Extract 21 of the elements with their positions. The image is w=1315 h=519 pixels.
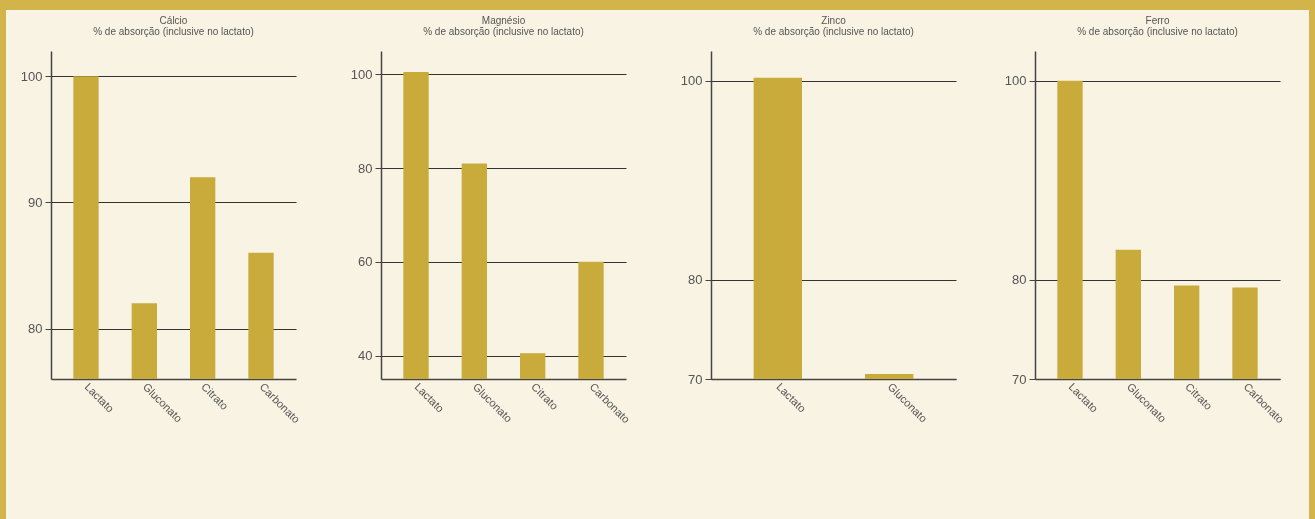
chart-title: Cálcio	[159, 15, 188, 26]
y-tick-label: 90	[28, 194, 43, 210]
y-tick-label: 40	[358, 348, 373, 364]
chart-subtitle: % de absorção (inclusive no lactato)	[93, 26, 254, 37]
y-tick-label: 70	[1012, 371, 1027, 387]
y-tick-label: 80	[1012, 272, 1027, 288]
y-tick-label: 80	[358, 160, 373, 176]
y-tick-label: 70	[688, 371, 703, 387]
chart-title: Zinco	[821, 15, 847, 26]
y-tick-label: 80	[28, 321, 43, 337]
chart-subtitle: % de absorção (inclusive no lactato)	[753, 26, 914, 37]
chart-title: Magnésio	[481, 15, 526, 26]
y-tick-label: 60	[358, 254, 373, 270]
chart-subtitle: % de absorção (inclusive no lactato)	[423, 26, 584, 37]
y-tick-label: 100	[1004, 73, 1027, 89]
chart-subtitle: % de absorção (inclusive no lactato)	[1077, 26, 1238, 37]
chart-title: Ferro	[1145, 15, 1170, 26]
y-tick-label: 100	[680, 73, 703, 89]
y-tick-label: 100	[350, 66, 373, 82]
y-tick-label: 100	[20, 68, 43, 84]
y-tick-label: 80	[688, 272, 703, 288]
